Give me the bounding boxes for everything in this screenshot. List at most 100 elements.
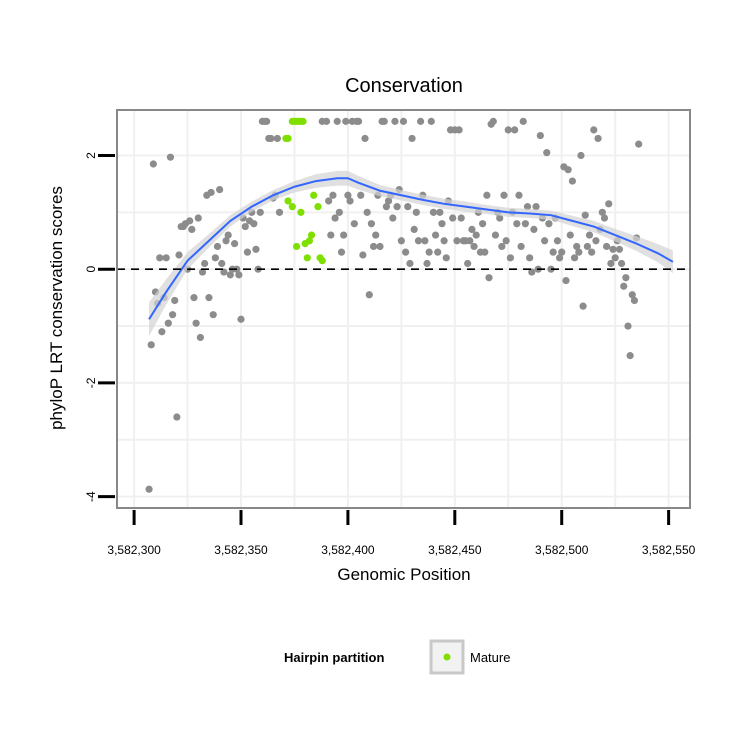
data-point [235, 271, 243, 279]
legend: Hairpin partition Mature [284, 639, 510, 675]
data-point [230, 240, 239, 248]
data-point [431, 231, 440, 239]
data-point [532, 203, 540, 211]
data-point [628, 291, 636, 299]
data-point-mature [310, 191, 318, 199]
data-point [322, 117, 331, 125]
data-point [624, 322, 632, 330]
data-point [541, 237, 549, 245]
data-point [521, 220, 529, 228]
data-point [553, 237, 562, 245]
data-point [173, 413, 181, 421]
legend-key-mature-icon [443, 653, 451, 661]
data-point [365, 291, 373, 299]
data-point [468, 225, 476, 233]
data-point [376, 242, 384, 251]
data-point [545, 220, 553, 228]
data-point [622, 274, 630, 282]
data-point [536, 131, 544, 140]
data-point [564, 166, 572, 174]
data-point [626, 352, 634, 360]
data-point [342, 117, 350, 125]
data-point [410, 225, 418, 233]
data-point-mature [288, 203, 296, 211]
data-point [543, 149, 551, 157]
data-point [363, 208, 371, 216]
data-point-mature [314, 203, 322, 211]
data-point [427, 117, 435, 125]
data-point [327, 231, 335, 239]
data-point [575, 248, 583, 256]
data-point [489, 117, 497, 125]
data-point [162, 254, 170, 262]
data-point [615, 245, 624, 253]
data-point [417, 117, 425, 125]
data-point [192, 319, 200, 327]
data-point [344, 191, 352, 199]
data-point [149, 160, 157, 168]
data-point [267, 134, 275, 143]
data-point [393, 203, 401, 211]
data-point [485, 274, 493, 282]
data-point [504, 126, 512, 134]
data-point [389, 214, 397, 222]
data-point [399, 117, 408, 125]
data-point [449, 214, 457, 222]
data-point [570, 254, 579, 262]
data-point [581, 211, 589, 219]
data-point [340, 231, 348, 239]
data-point [515, 191, 523, 199]
data-point [213, 242, 222, 251]
y-tick-label: 0 [84, 266, 98, 273]
data-point [166, 153, 175, 161]
data-point [436, 208, 444, 216]
data-point [216, 186, 224, 194]
data-point [198, 268, 207, 276]
data-point [335, 208, 343, 216]
data-point [506, 254, 515, 262]
data-point [384, 197, 393, 205]
data-point [579, 302, 587, 310]
data-point [325, 197, 333, 205]
data-point [207, 188, 215, 197]
data-point [397, 237, 405, 245]
data-point [566, 231, 574, 239]
data-point [429, 208, 438, 216]
data-point [611, 254, 619, 262]
data-point [331, 214, 339, 222]
data-point [588, 248, 596, 256]
data-point [470, 242, 478, 251]
data-point [382, 203, 390, 211]
data-point-mature [305, 237, 314, 245]
data-point [598, 208, 606, 216]
data-point [329, 191, 337, 199]
data-point [562, 276, 570, 285]
data-point [380, 117, 388, 125]
data-point [483, 191, 491, 199]
data-point [496, 214, 504, 222]
data-point [472, 231, 480, 239]
data-point [511, 126, 519, 134]
data-point [145, 485, 153, 493]
data-point [421, 237, 429, 245]
x-tick-label: 3,582,350 [214, 543, 268, 557]
data-point [523, 203, 532, 211]
data-point [367, 220, 376, 228]
data-point [635, 140, 643, 148]
data-point-mature [307, 231, 316, 239]
data-point [194, 214, 202, 222]
data-point [147, 341, 155, 349]
chart-title: Conservation [345, 75, 463, 97]
data-point [607, 259, 615, 268]
data-point [243, 248, 252, 256]
data-point [440, 237, 448, 245]
data-point [333, 117, 341, 125]
data-point-mature [292, 242, 301, 251]
data-point [620, 282, 628, 290]
data-point [583, 242, 591, 251]
data-point [617, 259, 626, 268]
data-point [425, 248, 433, 256]
x-tick-label: 3,582,300 [107, 543, 161, 557]
data-point [442, 254, 450, 262]
